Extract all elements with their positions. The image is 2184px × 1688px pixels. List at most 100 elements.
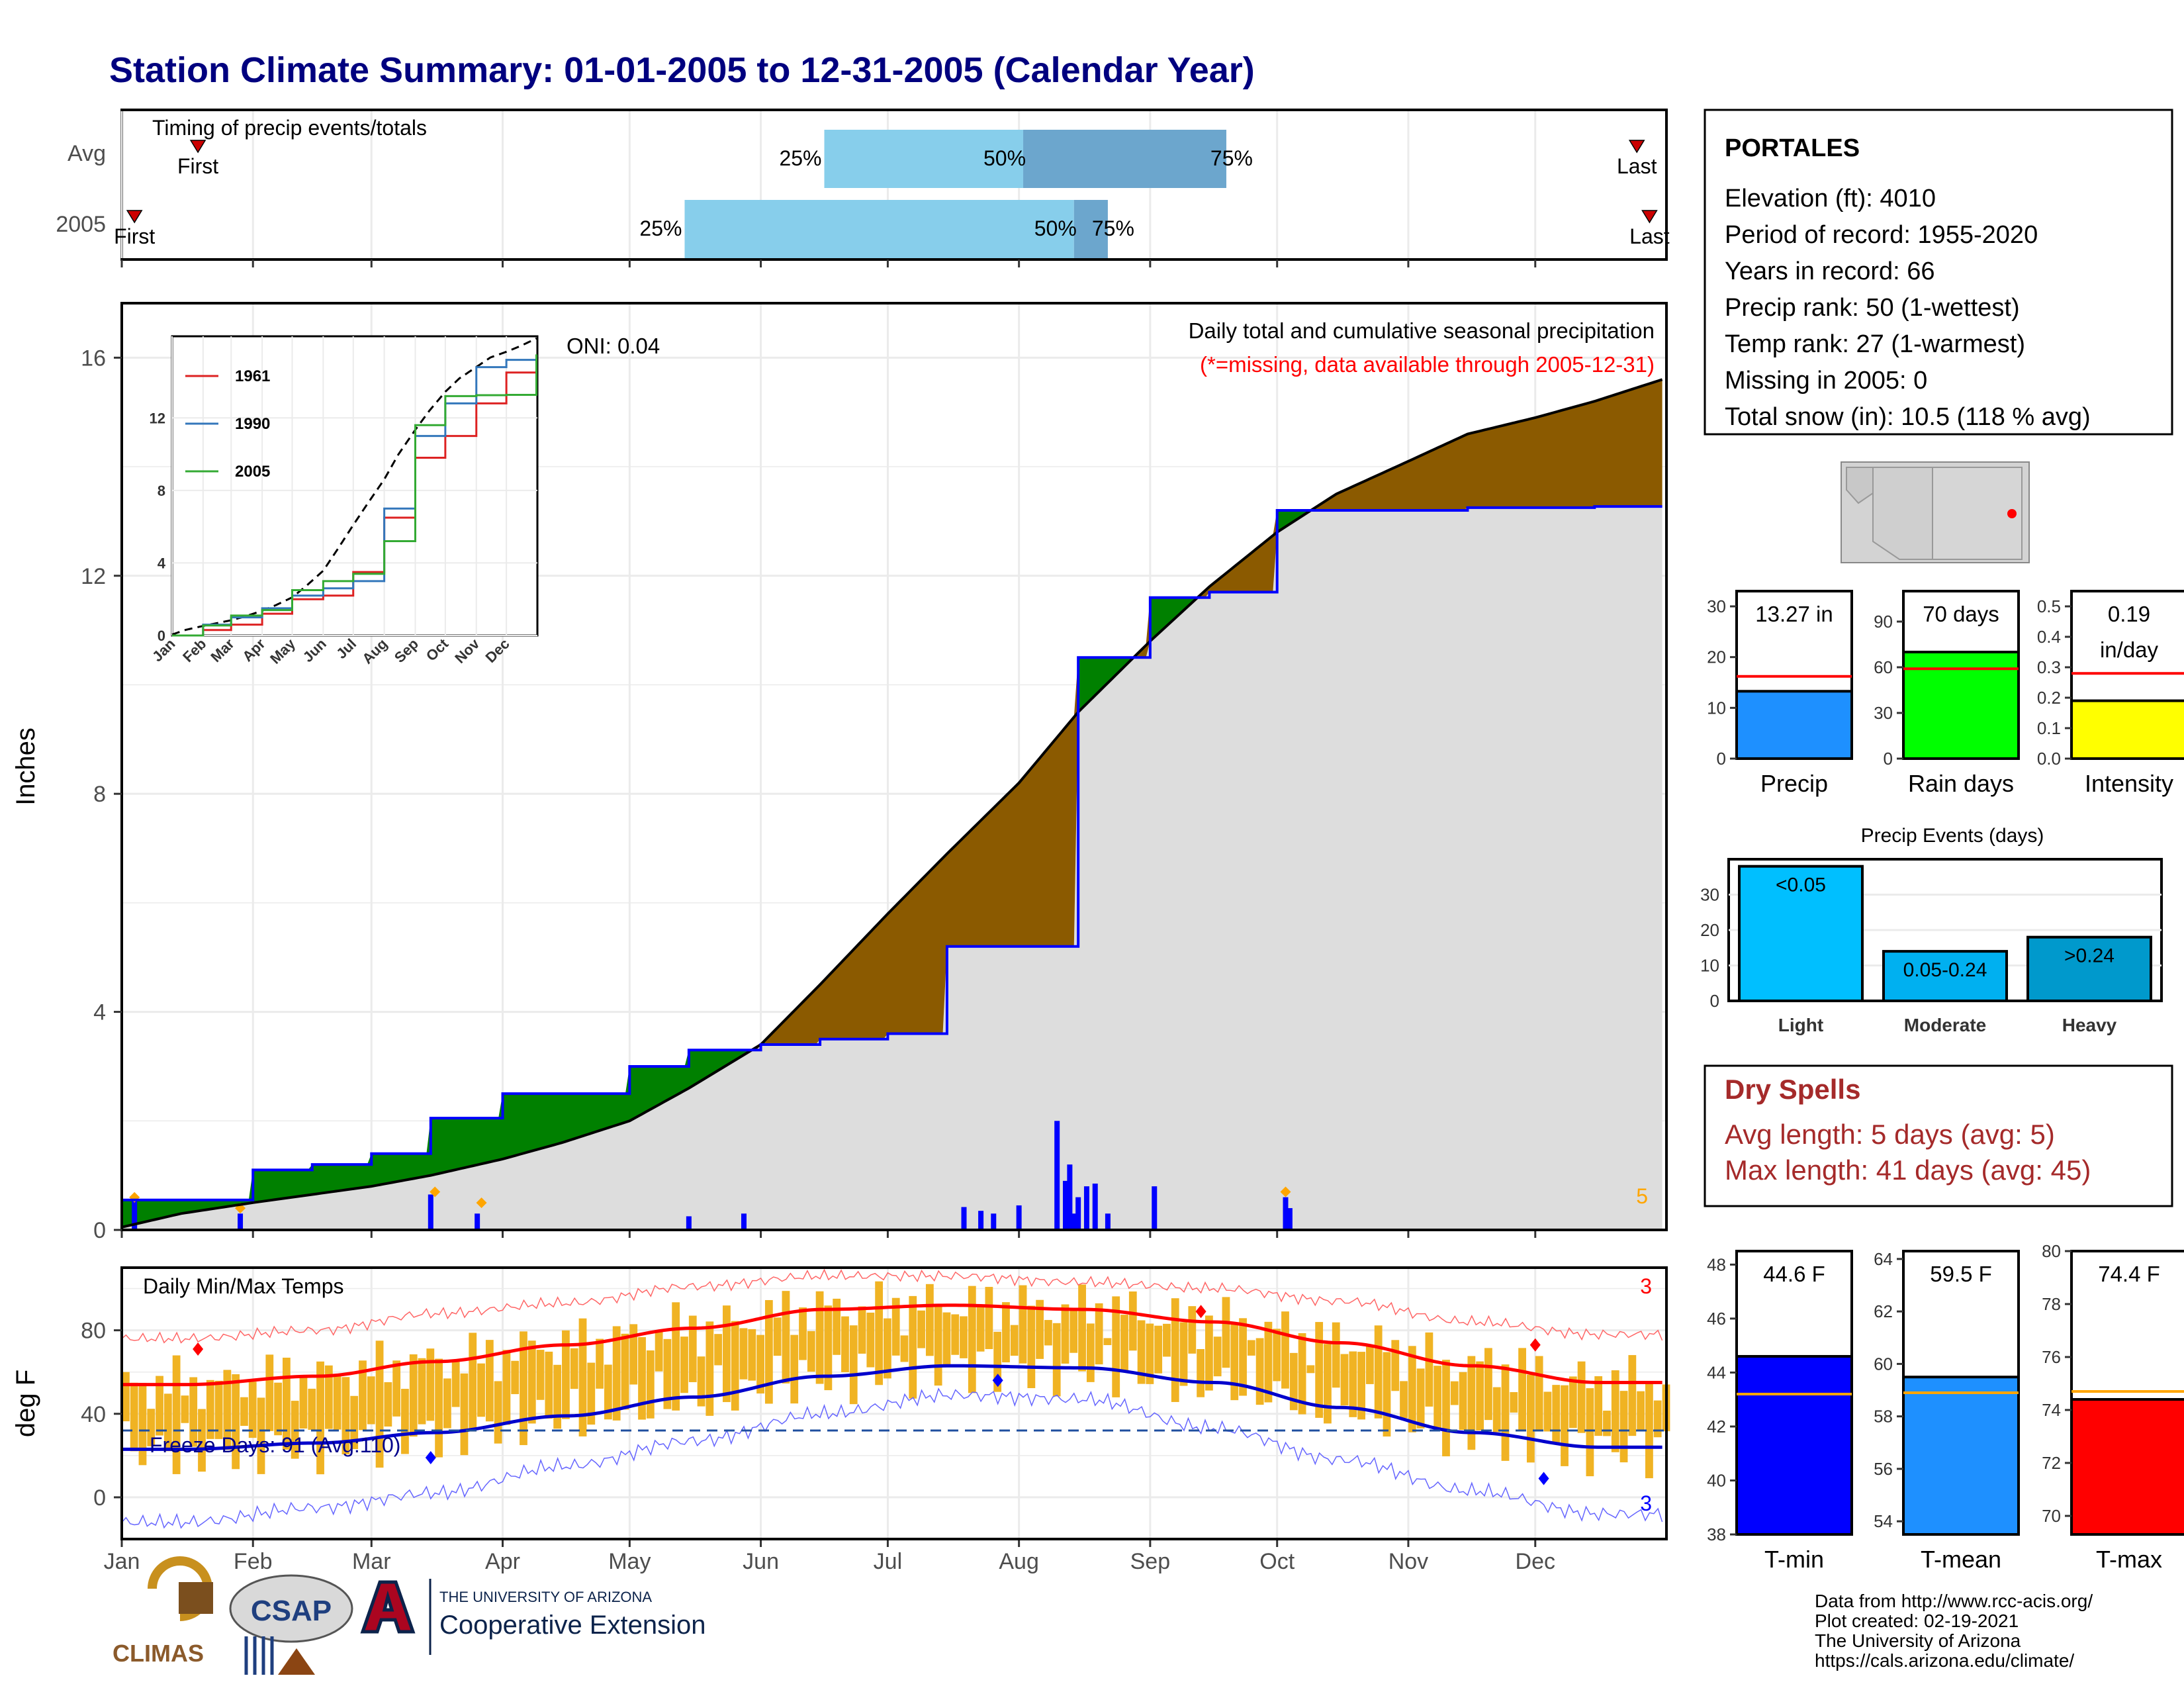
precip-y-tick-label: 4	[93, 1000, 106, 1025]
daily-temp-bar	[502, 1350, 511, 1425]
daily-temp-bar	[1197, 1348, 1205, 1397]
temp-y-label: deg F	[11, 1370, 40, 1437]
daily-temp-bar	[596, 1338, 604, 1389]
daily-temp-bar	[824, 1305, 833, 1391]
daily-temp-bar	[587, 1362, 596, 1425]
temp-panel: 0 40 80 Daily Min/Max Temps Freeze Days: 9…	[11, 1266, 1670, 1574]
timing-first-marker	[189, 140, 206, 154]
daily-temp-bar	[748, 1329, 756, 1381]
daily-temp-bar	[1450, 1381, 1459, 1405]
daily-temp-bar	[308, 1388, 316, 1430]
daily-temp-bar	[198, 1409, 206, 1472]
timing-last-label: Last	[1617, 154, 1657, 178]
daily-temp-bar	[443, 1378, 451, 1429]
month-label: Oct	[1259, 1549, 1295, 1574]
daily-temp-bar	[1628, 1355, 1637, 1436]
daily-temp-bar	[790, 1335, 799, 1404]
daily-temp-bar	[1230, 1323, 1239, 1401]
daily-precip-bar	[1062, 1180, 1068, 1230]
month-label: Jan	[104, 1549, 140, 1574]
daily-temp-bar	[985, 1287, 993, 1350]
daily-precip-bar	[1083, 1186, 1089, 1230]
daily-precip-bar	[475, 1213, 480, 1230]
daily-precip-bar	[1016, 1205, 1022, 1230]
csap-logo: CSAP	[229, 1574, 353, 1675]
temp-y-ticks: 0 40 80	[81, 1319, 122, 1511]
daily-temp-bar	[1315, 1322, 1324, 1418]
daily-temp-bar	[1120, 1315, 1128, 1371]
month-label: Apr	[485, 1549, 520, 1574]
daily-temp-bar	[1137, 1320, 1146, 1384]
mini-chart-y-tick-label: 42	[1707, 1417, 1726, 1436]
mini-chart-y-tick-label: 60	[1874, 1354, 1893, 1374]
daily-temp-bar	[663, 1338, 672, 1409]
dry-spells-title: Dry Spells	[1725, 1074, 1860, 1105]
average-min-line	[122, 1364, 1662, 1451]
cumulative-difference-area	[764, 657, 1079, 1045]
inset-y-tick-label: 12	[150, 410, 165, 426]
daily-temp-bar	[274, 1382, 282, 1436]
freeze-days-label: Freeze Days: 91 (Avg:110)	[150, 1433, 400, 1457]
precip-y-tick-label: 12	[81, 564, 106, 589]
inset-line-2005	[172, 354, 537, 637]
location-map	[1841, 461, 2030, 563]
record-max-line	[121, 1268, 1663, 1344]
mini-chart-y-tick-label: 80	[2042, 1241, 2061, 1261]
precip-panel: 0 4 8 12 16 Daily total and cumulative seaso…	[11, 302, 1668, 1243]
ua-logo: THE UNIVERSITY OF ARIZONA Cooperative Ex…	[360, 1579, 705, 1655]
daily-temp-bar	[1484, 1348, 1492, 1421]
temp-y-tick-label: 40	[81, 1402, 106, 1427]
mini-chart-y-tick-label: 30	[1707, 596, 1726, 616]
daily-temp-bar	[1637, 1391, 1645, 1430]
daily-temp-bar	[756, 1335, 764, 1394]
daily-precip-bar	[978, 1211, 984, 1230]
daily-temp-bar	[240, 1397, 248, 1426]
inset-y-tick-label: 4	[158, 555, 166, 571]
daily-precip-bar	[1283, 1197, 1289, 1230]
inset-legend-1961: 1961	[235, 367, 270, 385]
daily-temp-bar	[1188, 1306, 1197, 1354]
station-line: Years in record: 66	[1725, 258, 1935, 285]
daily-temp-bar	[1391, 1340, 1400, 1391]
daily-temp-bar	[282, 1357, 291, 1450]
precip-events-content: 0 10 20 30 <0.05 Light 0.05-0.24 Moderate >0.24 H…	[1700, 858, 2163, 1035]
daily-temp-bar	[1459, 1372, 1467, 1430]
daily-temp-bar	[299, 1376, 308, 1429]
daily-temp-bar	[1112, 1296, 1120, 1397]
daily-temp-bar	[993, 1331, 1002, 1392]
mini-chart-y-tick-label: 0	[1884, 749, 1893, 769]
daily-temp-bar	[731, 1321, 739, 1411]
daily-temp-bar	[223, 1370, 232, 1450]
mini-chart-y-tick-label: 62	[1874, 1301, 1893, 1321]
mini-chart-y-tick-label: 54	[1874, 1511, 1893, 1531]
events-bar-label: >0.24	[2064, 945, 2115, 967]
daily-temp-bar	[1365, 1345, 1374, 1384]
daily-temp-bar	[248, 1382, 257, 1438]
daily-temp-bar	[232, 1374, 240, 1470]
mini-chart-y-tick-label: 90	[1874, 612, 1893, 632]
cumulative-difference-area	[1310, 379, 1662, 510]
mini-chart-bar	[1735, 1354, 1853, 1536]
precip-y-ticks: 0 4 8 12 16	[81, 346, 122, 1243]
daily-temp-bar	[527, 1340, 536, 1424]
daily-temp-bar	[1163, 1323, 1171, 1357]
daily-temp-bar	[705, 1321, 714, 1416]
daily-temp-bar	[799, 1307, 807, 1360]
events-y-tick-label: 20	[1700, 920, 1719, 940]
climas-logo-text: CLIMAS	[113, 1640, 204, 1667]
daily-temp-bar	[1332, 1322, 1340, 1388]
daily-temp-bar	[1179, 1322, 1188, 1386]
csap-mountain	[278, 1648, 315, 1675]
daily-temp-bar	[1273, 1329, 1281, 1382]
month-label: Jul	[874, 1549, 902, 1574]
record-low-marker	[992, 1374, 1003, 1387]
mini-chart-y-tick-label: 40	[1707, 1470, 1726, 1490]
month-label: Nov	[1388, 1549, 1428, 1574]
daily-temp-bar	[849, 1325, 858, 1405]
mini-chart-y-tick-label: 46	[1707, 1309, 1726, 1329]
daily-temp-bar	[680, 1336, 688, 1393]
daily-temp-bar	[1061, 1304, 1069, 1364]
mini-chart-y-tick-label: 38	[1707, 1524, 1726, 1544]
mini-chart-y-tick-label: 0.5	[2037, 596, 2061, 616]
